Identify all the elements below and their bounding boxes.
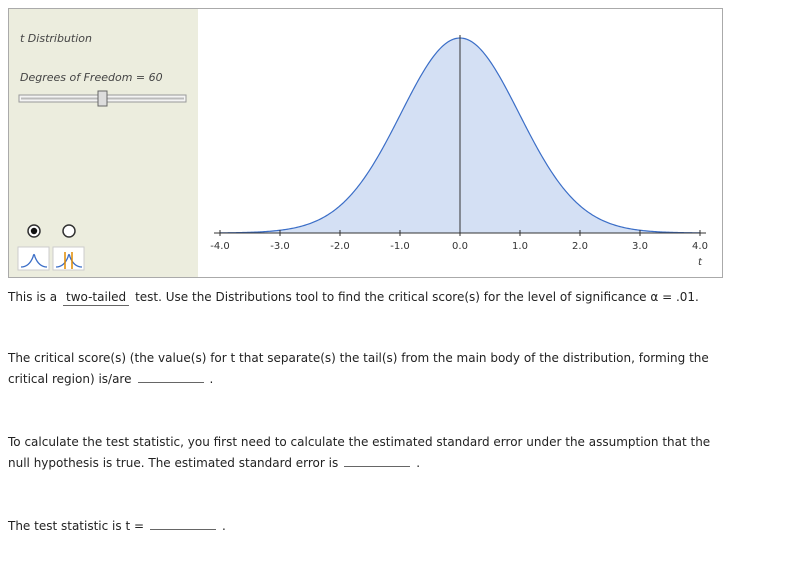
question-text: . <box>209 371 214 386</box>
x-tick-label: 2.0 <box>572 241 588 252</box>
x-axis-label: t <box>698 257 703 268</box>
x-tick-label: 0.0 <box>452 241 468 252</box>
question-text: The critical score(s) (the value(s) for … <box>8 351 709 386</box>
radio[interactable] <box>62 224 76 238</box>
icon-curve-line <box>20 253 48 268</box>
question: The test statistic is t =. <box>8 516 728 537</box>
answer-blank[interactable] <box>137 381 204 383</box>
x-tick-label: -4.0 <box>210 241 230 252</box>
x-tick-label: 1.0 <box>512 241 528 252</box>
question-text: To calculate the test statistic, you fir… <box>8 435 711 470</box>
question-text: . <box>416 455 421 470</box>
question-text: test. Use the Distributions tool to find… <box>135 290 699 304</box>
question-text: . <box>222 519 226 533</box>
tool-title: t Distribution <box>20 32 92 45</box>
question-text: This is a <box>8 290 58 304</box>
answer-blank[interactable] <box>344 465 411 467</box>
df-label: Degrees of Freedom = 60 <box>20 71 163 84</box>
x-tick-label: -2.0 <box>330 241 350 252</box>
question: This is a two-tailed test. Use the Distrib… <box>8 287 728 308</box>
distribution-tool: t Distribution Degrees of Freedom = 60 -… <box>8 8 723 278</box>
icon-critical-line <box>55 253 83 268</box>
x-tick-label: -1.0 <box>390 241 410 252</box>
question-text: The test statistic is t = <box>8 519 145 533</box>
slider-handle[interactable] <box>97 90 108 107</box>
x-tick-label: -3.0 <box>270 241 290 252</box>
icon-curve[interactable] <box>17 246 50 271</box>
x-tick-label: 3.0 <box>632 241 648 252</box>
question: To calculate the test statistic, you fir… <box>8 432 728 473</box>
x-tick-label: 4.0 <box>692 241 708 252</box>
icon-critical[interactable] <box>52 246 85 271</box>
control-pane: t Distribution Degrees of Freedom = 60 <box>9 9 198 277</box>
answer-blank[interactable] <box>150 529 217 530</box>
t-chart: -4.0 -3.0 -2.0 -1.0 0.0 1.0 2.0 3.0 4.0 t <box>210 35 708 268</box>
radio-dot <box>30 227 38 235</box>
controls <box>17 90 187 271</box>
question: The critical score(s) (the value(s) for … <box>8 348 728 389</box>
answer-blank[interactable]: two-tailed <box>63 290 130 306</box>
